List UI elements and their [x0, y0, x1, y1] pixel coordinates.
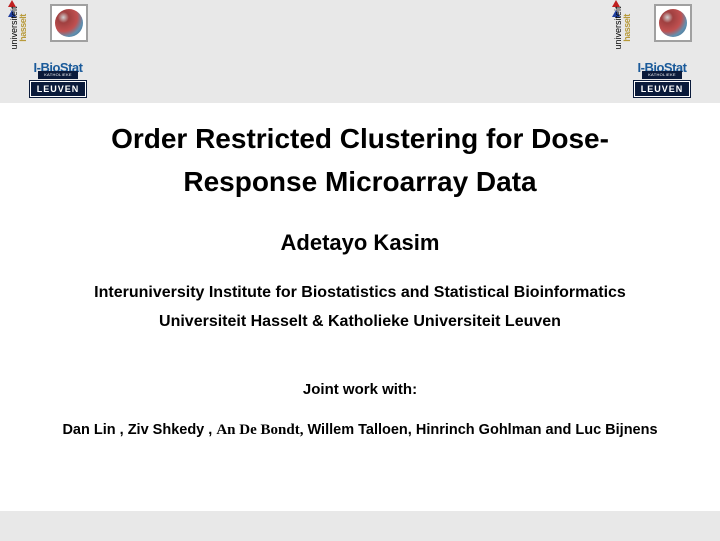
globe-icon: [659, 9, 687, 37]
header-band: universiteit hasselt I-BioStat KATHOLIEK…: [0, 0, 720, 103]
globe-icon: [55, 9, 83, 37]
logo-top-row: universiteit hasselt: [8, 0, 108, 58]
logo-top-row: universiteit hasselt: [612, 0, 712, 58]
uhasselt-label: universiteit hasselt: [9, 0, 29, 57]
joint-work-label: Joint work with:: [20, 381, 700, 398]
title-line1: Order Restricted Clustering for Dose-: [20, 117, 700, 160]
title-line2: Response Microarray Data: [20, 160, 700, 203]
affiliation: Interuniversity Institute for Biostatist…: [20, 278, 700, 337]
affiliation-line1: Interuniversity Institute for Biostatist…: [40, 278, 680, 308]
collab-prefix: Dan Lin , Ziv Shkedy ,: [62, 422, 216, 438]
collab-suffix: Willem Talloen, Hinrinch Gohlman and Luc…: [303, 422, 657, 438]
affiliation-line2: Universiteit Hasselt & Katholieke Univer…: [40, 307, 680, 337]
ku-bar: KATHOLIEKE UNIVERSITEIT: [642, 71, 682, 79]
univ-line2: hasselt: [623, 14, 632, 42]
leuven-badge: LEUVEN: [30, 81, 87, 97]
footer-band: [0, 511, 720, 541]
uhasselt-label: universiteit hasselt: [613, 0, 633, 57]
globe-icon-box: [50, 4, 88, 42]
collab-serif: An De Bondt,: [216, 422, 303, 438]
slide-title: Order Restricted Clustering for Dose- Re…: [20, 117, 700, 204]
logo-right: universiteit hasselt I-BioStat KATHOLIEK…: [612, 0, 712, 103]
globe-icon-box: [654, 4, 692, 42]
slide-content: Order Restricted Clustering for Dose- Re…: [0, 103, 720, 441]
leuven-badge: LEUVEN: [634, 81, 691, 97]
collaborators: Dan Lin , Ziv Shkedy , An De Bondt, Will…: [20, 420, 700, 441]
ku-bar: KATHOLIEKE UNIVERSITEIT: [38, 71, 78, 79]
logo-left: universiteit hasselt I-BioStat KATHOLIEK…: [8, 0, 108, 103]
author-name: Adetayo Kasim: [20, 230, 700, 256]
univ-line2: hasselt: [19, 14, 28, 42]
